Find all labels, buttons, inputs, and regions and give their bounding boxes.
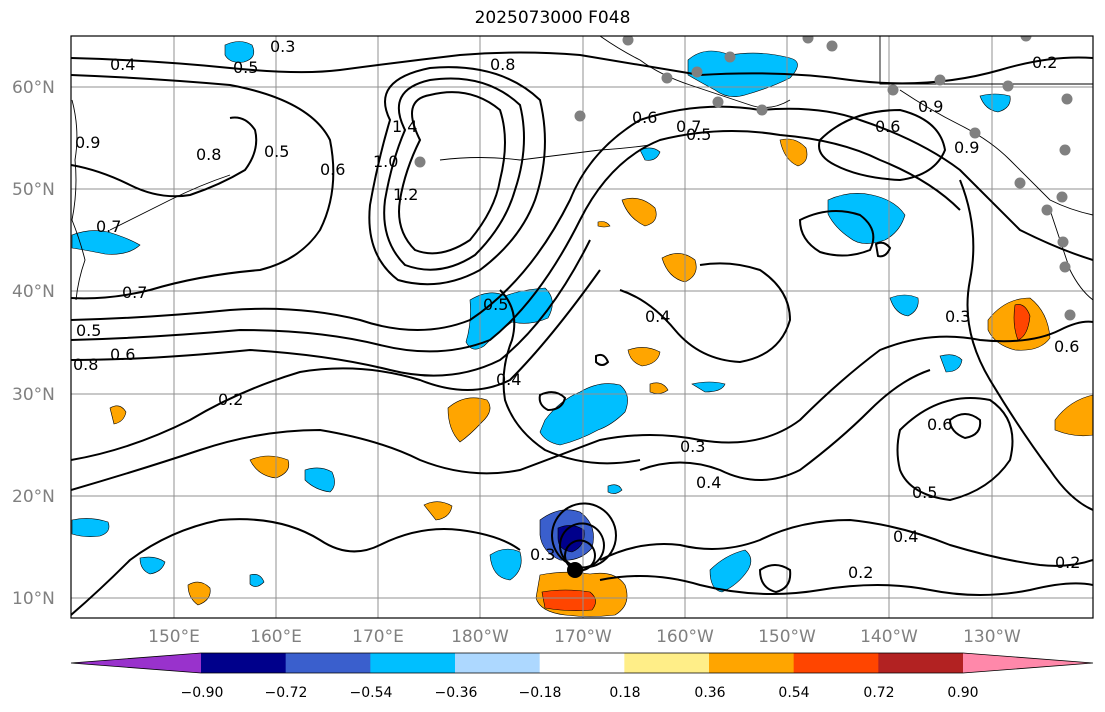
svg-text:20°N: 20°N: [12, 487, 55, 507]
svg-text:50°N: 50°N: [12, 180, 55, 200]
svg-text:0.2: 0.2: [848, 563, 873, 582]
svg-text:0.3: 0.3: [530, 545, 555, 564]
colorbar-segment: [201, 653, 287, 673]
svg-text:0.4: 0.4: [110, 55, 135, 74]
svg-text:0.3: 0.3: [945, 307, 970, 326]
svg-text:0.2: 0.2: [1055, 553, 1080, 572]
svg-text:0.9: 0.9: [954, 138, 979, 157]
colorbar-tick-label: −0.72: [265, 685, 308, 701]
colorbar-tick-label: 0.36: [694, 685, 725, 701]
station-markers: [414, 36, 1076, 321]
svg-text:0.5: 0.5: [686, 125, 711, 144]
map-frame: [70, 35, 1094, 619]
svg-text:0.6: 0.6: [875, 117, 900, 136]
svg-text:170°W: 170°W: [554, 627, 612, 647]
coastlines: [71, 36, 1093, 301]
svg-text:0.8: 0.8: [73, 355, 98, 374]
svg-text:0.4: 0.4: [645, 307, 670, 326]
svg-text:0.6: 0.6: [110, 345, 135, 364]
colorbar-segment: [285, 653, 371, 673]
svg-text:0.6: 0.6: [927, 415, 952, 434]
svg-text:0.9: 0.9: [918, 97, 943, 116]
svg-text:0.5: 0.5: [76, 321, 101, 340]
svg-text:0.3: 0.3: [270, 37, 295, 56]
svg-text:0.2: 0.2: [1032, 53, 1057, 72]
colorbar-tick-label: −0.36: [435, 685, 478, 701]
svg-text:0.5: 0.5: [264, 142, 289, 161]
colorbar-segment: [878, 653, 964, 673]
gridlines: [71, 36, 1093, 618]
colorbar-tick-label: 0.18: [609, 685, 640, 701]
svg-text:140°W: 140°W: [860, 627, 918, 647]
colorbar-segment: [624, 653, 710, 673]
colorbar-segment: [539, 653, 625, 673]
svg-text:0.6: 0.6: [632, 108, 657, 127]
contour-labels: 0.4 0.3 0.5 0.8 0.6 0.7 1.4 1.2 1.0 0.6 …: [73, 37, 1080, 582]
svg-text:150°W: 150°W: [758, 627, 816, 647]
svg-text:0.4: 0.4: [496, 370, 521, 389]
svg-text:1.2: 1.2: [393, 185, 418, 204]
svg-text:0.3: 0.3: [680, 437, 705, 456]
svg-text:0.7: 0.7: [96, 217, 121, 236]
svg-text:160°W: 160°W: [656, 627, 714, 647]
colorbar-outline: [70, 652, 1094, 674]
colorbar-tick-label: −0.90: [181, 685, 224, 701]
colorbar-segment: [793, 653, 879, 673]
svg-text:160°E: 160°E: [250, 627, 302, 647]
svg-text:40°N: 40°N: [12, 282, 55, 302]
colorbar-segment: [709, 653, 795, 673]
colorbar-min-extend: [71, 653, 201, 673]
svg-text:170°E: 170°E: [352, 627, 404, 647]
svg-text:0.4: 0.4: [893, 527, 918, 546]
colorbar: [70, 652, 1094, 674]
colorbar-segment: [455, 653, 541, 673]
svg-text:0.4: 0.4: [696, 473, 721, 492]
svg-text:30°N: 30°N: [12, 385, 55, 405]
svg-text:0.5: 0.5: [912, 483, 937, 502]
svg-text:0.5: 0.5: [233, 58, 258, 77]
svg-text:0.8: 0.8: [196, 145, 221, 164]
svg-text:0.5: 0.5: [483, 295, 508, 314]
colorbar-tick-label: 0.54: [778, 685, 809, 701]
svg-text:1.0: 1.0: [373, 152, 398, 171]
longitude-labels: 150°E 160°E 170°E 180°W 170°W 160°W 150°…: [148, 627, 1021, 647]
svg-text:0.9: 0.9: [75, 133, 100, 152]
svg-text:0.6: 0.6: [1054, 337, 1079, 356]
svg-text:10°N: 10°N: [12, 589, 55, 609]
svg-text:0.7: 0.7: [122, 283, 147, 302]
colorbar-tick-label: −0.18: [519, 685, 562, 701]
contour-lines: [71, 51, 1093, 616]
svg-text:150°E: 150°E: [148, 627, 200, 647]
colorbar-tick-label: 0.72: [863, 685, 894, 701]
colorbar-segment: [370, 653, 456, 673]
svg-text:0.6: 0.6: [320, 160, 345, 179]
latitude-labels: 60°N 50°N 40°N 30°N 20°N 10°N: [12, 78, 55, 609]
svg-text:130°W: 130°W: [963, 627, 1021, 647]
colorbar-max-extend: [963, 653, 1093, 673]
svg-text:0.8: 0.8: [490, 55, 515, 74]
colorbar-tick-label: −0.54: [350, 685, 393, 701]
cyclone-center-marker: [567, 562, 583, 578]
svg-text:1.4: 1.4: [392, 117, 417, 136]
map-title: 2025073000 F048: [474, 8, 631, 28]
colorbar-tick-labels: −0.90 −0.72 −0.54 −0.36 −0.18 0.18 0.36 …: [181, 685, 979, 701]
colorbar-tick-label: 0.90: [947, 685, 978, 701]
svg-text:60°N: 60°N: [12, 78, 55, 98]
svg-text:0.2: 0.2: [218, 390, 243, 409]
svg-text:180°W: 180°W: [451, 627, 509, 647]
svg-text:0.7: 0.7: [676, 117, 701, 136]
